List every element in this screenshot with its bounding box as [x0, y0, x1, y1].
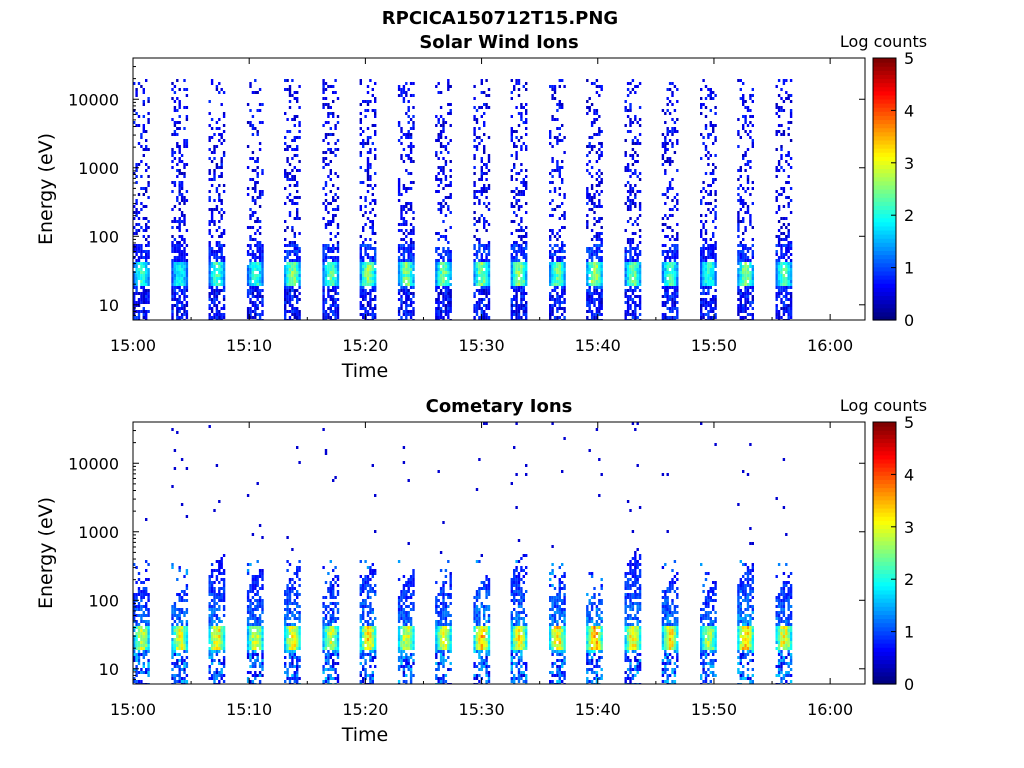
sw-sweep-17	[775, 79, 793, 320]
sw-x-axis-label: Time	[341, 360, 389, 382]
sw-sweep-4	[284, 79, 301, 320]
sw-sweep-13	[624, 79, 642, 320]
sw-colorbar-tick-label: 3	[904, 154, 914, 173]
sw-x-tick-label: 16:00	[807, 336, 853, 355]
ci-sweep-7	[397, 446, 415, 684]
ci-y-tick-label: 10	[99, 660, 119, 679]
sw-sweep-5	[322, 79, 340, 320]
sw-colorbar-tick-label: 5	[904, 49, 914, 68]
ci-colorbar-label: Log counts	[840, 396, 927, 415]
sw-colorbar-tick-label: 1	[904, 259, 914, 278]
ci-y-tick-label: 1000	[78, 523, 119, 542]
ci-y-tick-label: 100	[88, 591, 119, 610]
ci-sweep-16	[737, 443, 754, 684]
ci-sweep-12	[586, 428, 603, 684]
ci-sweep-3	[246, 482, 264, 684]
ci-sweep-5	[322, 428, 340, 684]
sw-y-tick-label: 100	[88, 227, 119, 246]
ci-panel-title: Cometary Ions	[426, 396, 573, 417]
sw-sweep-0	[133, 79, 150, 320]
ci-y-tick-label: 10000	[68, 454, 119, 473]
sw-colorbar-tick-label: 2	[904, 206, 914, 225]
ci-sweep-8	[435, 470, 452, 684]
ci-sweep-9	[473, 422, 491, 684]
sw-y-tick-label: 10	[99, 296, 119, 315]
ci-sweep-11	[549, 422, 566, 684]
sw-colorbar-tick-label: 4	[904, 101, 914, 120]
ci-x-tick-label: 15:30	[459, 700, 505, 719]
sw-sweep-9	[473, 79, 491, 320]
ci-sweep-0	[133, 518, 150, 684]
sw-y-axis-label: Energy (eV)	[35, 133, 57, 245]
ci-spectrogram	[133, 422, 793, 684]
sw-y-tick-label: 1000	[78, 159, 119, 178]
figure-title: RPCICA150712T15.PNG	[382, 8, 618, 29]
ci-colorbar-frame	[872, 421, 897, 685]
sw-x-tick-label: 15:20	[342, 336, 388, 355]
sw-sweep-10	[510, 79, 528, 320]
ci-sweep-1	[171, 428, 189, 684]
sw-spectrogram	[133, 79, 793, 320]
sw-sweep-6	[359, 79, 377, 320]
sw-sweep-12	[586, 79, 603, 320]
ci-colorbar-tick-label: 0	[904, 675, 914, 694]
sw-x-tick-label: 15:00	[110, 336, 156, 355]
ci-colorbar-tick-label: 4	[904, 465, 914, 484]
ci-x-tick-label: 16:00	[807, 700, 853, 719]
ci-sweep-13	[624, 422, 642, 684]
sw-sweep-16	[737, 79, 754, 320]
ci-x-tick-label: 15:40	[575, 700, 621, 719]
ci-colorbar-tick-label: 1	[904, 623, 914, 642]
sw-sweep-2	[208, 79, 226, 320]
ci-axes-frame	[132, 421, 866, 685]
ci-colorbar-tick-label: 2	[904, 570, 914, 589]
sw-colorbar-frame	[872, 57, 897, 321]
sw-sweep-3	[246, 79, 264, 320]
sw-sweep-14	[661, 82, 679, 320]
sw-sweep-7	[397, 82, 415, 320]
sw-sweep-1	[171, 79, 189, 320]
ci-sweep-17	[775, 458, 793, 684]
sw-sweep-8	[435, 79, 452, 320]
ci-sweep-15	[700, 422, 717, 684]
solar-wind-ions-panel: Solar Wind Ions 15:00 15:10 15:20 15:30 15:40…	[35, 32, 927, 382]
sw-x-tick-label: 15:40	[575, 336, 621, 355]
sw-x-tick-label: 15:50	[691, 336, 737, 355]
sw-colorbar-label: Log counts	[840, 32, 927, 51]
sw-x-tick-label: 15:10	[226, 336, 272, 355]
sw-axes-frame	[132, 57, 866, 321]
ci-colorbar-tick-label: 3	[904, 518, 914, 537]
ci-sweep-10	[510, 422, 528, 684]
ci-x-tick-label: 15:50	[691, 700, 737, 719]
ci-colorbar-tick-label: 5	[904, 413, 914, 432]
sw-sweep-11	[549, 79, 566, 320]
ci-x-tick-label: 15:00	[110, 700, 156, 719]
ci-x-tick-label: 15:10	[226, 700, 272, 719]
sw-colorbar-tick-label: 0	[904, 311, 914, 330]
ci-x-tick-label: 15:20	[342, 700, 388, 719]
sw-sweep-15	[700, 79, 717, 320]
sw-panel-title: Solar Wind Ions	[419, 32, 578, 53]
sw-y-tick-label: 10000	[68, 90, 119, 109]
sw-x-tick-label: 15:30	[459, 336, 505, 355]
ci-x-axis-label: Time	[341, 724, 389, 746]
ci-sweep-6	[359, 464, 377, 684]
ci-y-axis-label: Energy (eV)	[35, 497, 57, 609]
ci-sweep-2	[208, 425, 226, 684]
ci-sweep-4	[284, 446, 301, 684]
ci-sweep-14	[661, 473, 679, 684]
